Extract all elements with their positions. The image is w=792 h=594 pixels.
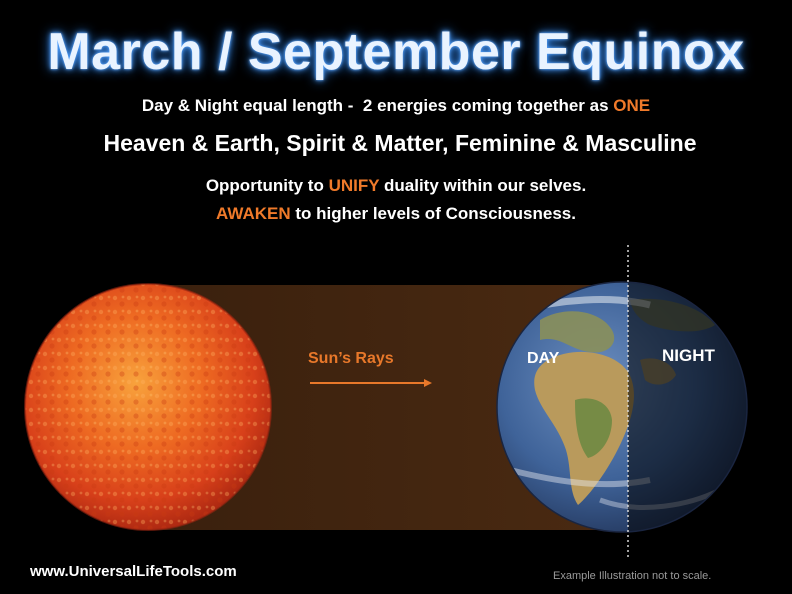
sun-rays-label: Sun’s Rays <box>308 350 394 367</box>
subtitle-equal-length: Day & Night equal length - 2 energies co… <box>0 96 792 116</box>
highlight-awaken: AWAKEN <box>216 204 291 223</box>
subtitle-awaken-after: to higher levels of Consciousness. <box>290 204 576 223</box>
subtitle-awaken: AWAKEN to higher levels of Consciousness… <box>0 204 792 224</box>
subtitle-unify-before: Opportunity to <box>205 176 329 195</box>
night-shadow <box>628 282 747 532</box>
subtitle-unify-after: duality within our selves. <box>379 176 587 195</box>
highlight-unify: UNIFY <box>328 176 380 195</box>
sun <box>24 283 272 531</box>
subtitle-unify: Opportunity to UNIFY duality within our … <box>0 176 792 196</box>
website-link[interactable]: www.UniversalLifeTools.com <box>30 563 237 580</box>
subtitle-equal-length-text: Day & Night equal length - 2 energies co… <box>141 96 614 115</box>
sun-rays-arrow <box>310 379 432 387</box>
scale-note: Example Illustration not to scale. <box>553 570 712 582</box>
page-title: March / September Equinox <box>47 23 745 81</box>
day-label: DAY <box>527 350 560 367</box>
night-label: NIGHT <box>662 346 715 365</box>
highlight-one: ONE <box>613 96 651 115</box>
subtitle-dualities: Heaven & Earth, Spirit & Matter, Feminin… <box>103 130 697 156</box>
